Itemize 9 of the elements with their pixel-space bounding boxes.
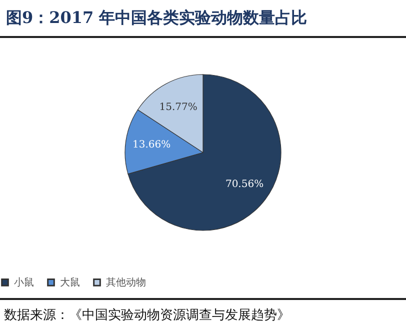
- data-label: 13.66%: [132, 140, 171, 151]
- data-label: 15.77%: [159, 102, 198, 113]
- chart-title: 图9：2017 年中国各类实验动物数量占比: [0, 0, 406, 38]
- data-label: 70.56%: [225, 178, 264, 190]
- pie-slice: [128, 74, 282, 231]
- source-note: 数据来源：《中国实验动物资源调查与发展趋势》: [0, 298, 406, 324]
- legend-label: 小鼠: [14, 276, 34, 288]
- legend-label: 大鼠: [60, 276, 80, 288]
- legend-label: 其他动物: [106, 276, 146, 288]
